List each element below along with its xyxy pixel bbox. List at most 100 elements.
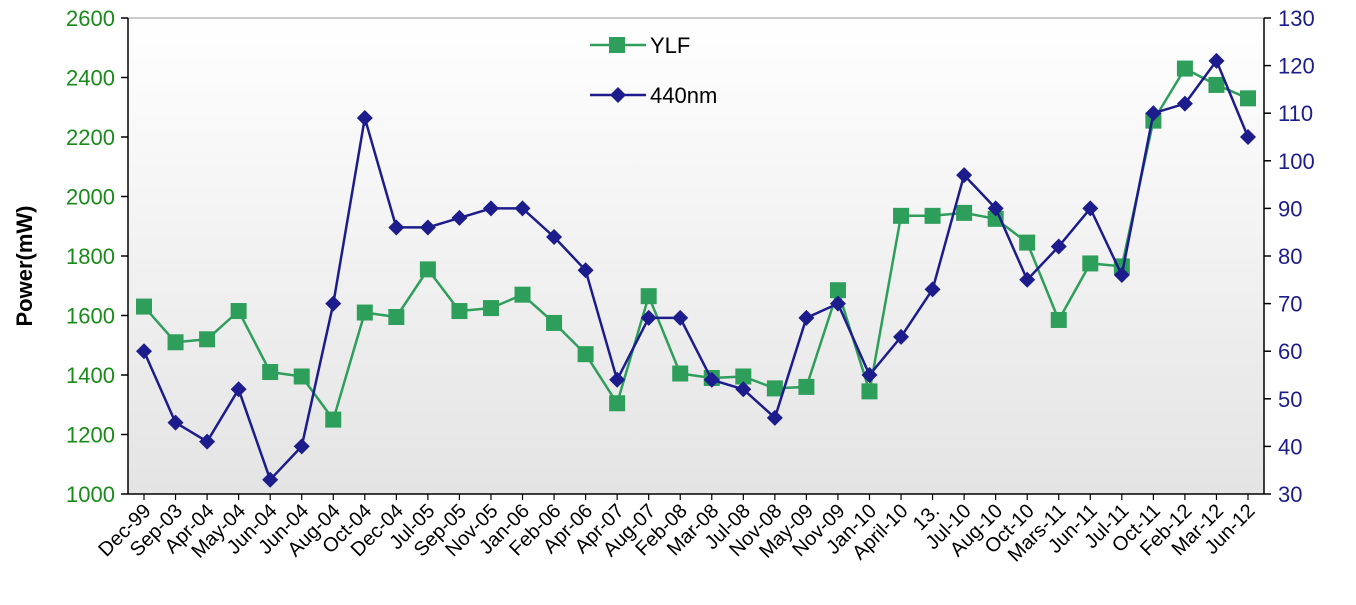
series-ylf bbox=[136, 60, 1256, 428]
data-point-440nm bbox=[388, 219, 405, 236]
y-left-tick-label: 1400 bbox=[66, 363, 115, 388]
data-point-ylf bbox=[325, 411, 342, 428]
data-point-440nm bbox=[798, 309, 815, 326]
y-left-tick-label: 2000 bbox=[66, 185, 115, 210]
data-point-ylf bbox=[199, 331, 216, 348]
data-point-440nm bbox=[735, 381, 752, 398]
data-point-440nm bbox=[987, 200, 1004, 217]
legend: YLF 440nm bbox=[590, 33, 717, 108]
data-point-ylf bbox=[167, 334, 184, 351]
data-point-ylf bbox=[388, 308, 405, 325]
data-point-440nm bbox=[230, 381, 247, 398]
data-point-440nm bbox=[1208, 52, 1225, 69]
data-point-ylf bbox=[1113, 258, 1130, 275]
data-point-440nm bbox=[609, 371, 626, 388]
data-point-ylf bbox=[1050, 311, 1067, 328]
data-point-440nm bbox=[829, 295, 846, 312]
data-point-ylf bbox=[924, 207, 941, 224]
legend-item-ylf: YLF bbox=[590, 33, 690, 58]
y-left-tick-label: 1200 bbox=[66, 423, 115, 448]
data-point-440nm bbox=[199, 433, 216, 450]
y-left-tick-label: 1600 bbox=[66, 304, 115, 329]
data-point-ylf bbox=[798, 378, 815, 395]
series-layer bbox=[136, 52, 1256, 488]
data-point-440nm bbox=[1113, 267, 1130, 284]
data-point-ylf bbox=[1208, 76, 1225, 93]
y-left-tick-label: 2400 bbox=[66, 66, 115, 91]
data-point-440nm bbox=[1082, 200, 1099, 217]
data-point-440nm bbox=[1145, 105, 1162, 122]
y-right-tick-label: 100 bbox=[1278, 149, 1315, 174]
data-point-ylf bbox=[672, 365, 689, 382]
y-right-tick-label: 50 bbox=[1278, 387, 1302, 412]
data-point-ylf bbox=[514, 286, 531, 303]
y-right-tick-label: 120 bbox=[1278, 54, 1315, 79]
series-440nm bbox=[136, 52, 1256, 488]
data-point-ylf bbox=[356, 304, 373, 321]
data-point-440nm bbox=[136, 343, 152, 360]
data-point-ylf bbox=[1082, 255, 1099, 272]
data-point-ylf bbox=[577, 346, 594, 363]
data-point-ylf bbox=[1019, 234, 1036, 251]
y-right-tick-label: 30 bbox=[1278, 482, 1302, 507]
y-right-tick-label: 60 bbox=[1278, 339, 1302, 364]
data-point-440nm bbox=[546, 228, 563, 245]
y-left-tick-label: 2600 bbox=[66, 6, 115, 31]
data-point-440nm bbox=[262, 471, 279, 488]
data-point-440nm bbox=[893, 328, 910, 345]
legend-ylf-label: YLF bbox=[650, 33, 690, 58]
data-point-ylf bbox=[609, 395, 626, 412]
data-point-440nm bbox=[325, 295, 342, 312]
y-left-tick-label: 1800 bbox=[66, 244, 115, 269]
legend-440nm-marker bbox=[610, 87, 626, 103]
data-point-ylf bbox=[640, 288, 657, 305]
data-point-440nm bbox=[514, 200, 531, 217]
y-left-tick-label: 1000 bbox=[66, 482, 115, 507]
y-axis-label: Power(mW) bbox=[12, 206, 37, 327]
series-line-440nm bbox=[142, 59, 1250, 481]
y-right-tick-label: 110 bbox=[1278, 101, 1313, 126]
data-point-440nm bbox=[672, 309, 689, 326]
y-left-tick-label: 2200 bbox=[66, 125, 115, 150]
data-point-440nm bbox=[766, 409, 783, 426]
data-point-ylf bbox=[956, 204, 973, 221]
y-right-tick-label: 80 bbox=[1278, 244, 1302, 269]
data-point-ylf bbox=[419, 261, 436, 278]
data-point-ylf bbox=[451, 303, 468, 320]
data-point-ylf bbox=[893, 207, 910, 224]
data-point-ylf bbox=[1240, 90, 1256, 107]
data-point-440nm bbox=[356, 109, 373, 126]
y-right-tick-label: 40 bbox=[1278, 434, 1302, 459]
data-point-ylf bbox=[136, 298, 152, 315]
data-point-ylf bbox=[262, 364, 279, 381]
data-point-440nm bbox=[640, 309, 657, 326]
legend-item-440nm: 440nm bbox=[590, 83, 717, 108]
data-point-ylf bbox=[829, 282, 846, 299]
data-point-ylf bbox=[861, 383, 878, 400]
data-point-ylf bbox=[1176, 60, 1193, 77]
data-point-ylf bbox=[735, 368, 752, 385]
data-point-440nm bbox=[703, 371, 720, 388]
data-point-ylf bbox=[230, 303, 247, 320]
data-point-440nm bbox=[577, 262, 594, 279]
data-point-ylf bbox=[293, 368, 310, 385]
y-right-tick-label: 70 bbox=[1278, 292, 1302, 317]
data-point-440nm bbox=[956, 167, 973, 184]
data-point-440nm bbox=[924, 281, 941, 298]
data-point-440nm bbox=[419, 219, 436, 236]
plot-area bbox=[128, 18, 1264, 494]
data-point-ylf bbox=[766, 380, 783, 397]
data-point-ylf bbox=[482, 300, 499, 317]
legend-ylf-marker bbox=[609, 37, 625, 53]
data-point-440nm bbox=[861, 367, 878, 383]
data-point-440nm bbox=[167, 414, 184, 431]
data-point-440nm bbox=[1050, 238, 1067, 255]
data-point-440nm bbox=[1019, 271, 1036, 288]
data-point-440nm bbox=[1240, 129, 1256, 145]
data-point-440nm bbox=[1176, 95, 1193, 112]
data-point-440nm bbox=[482, 200, 499, 217]
data-point-ylf bbox=[546, 314, 563, 331]
y-right-tick-label: 130 bbox=[1278, 6, 1315, 31]
data-point-440nm bbox=[451, 209, 468, 226]
